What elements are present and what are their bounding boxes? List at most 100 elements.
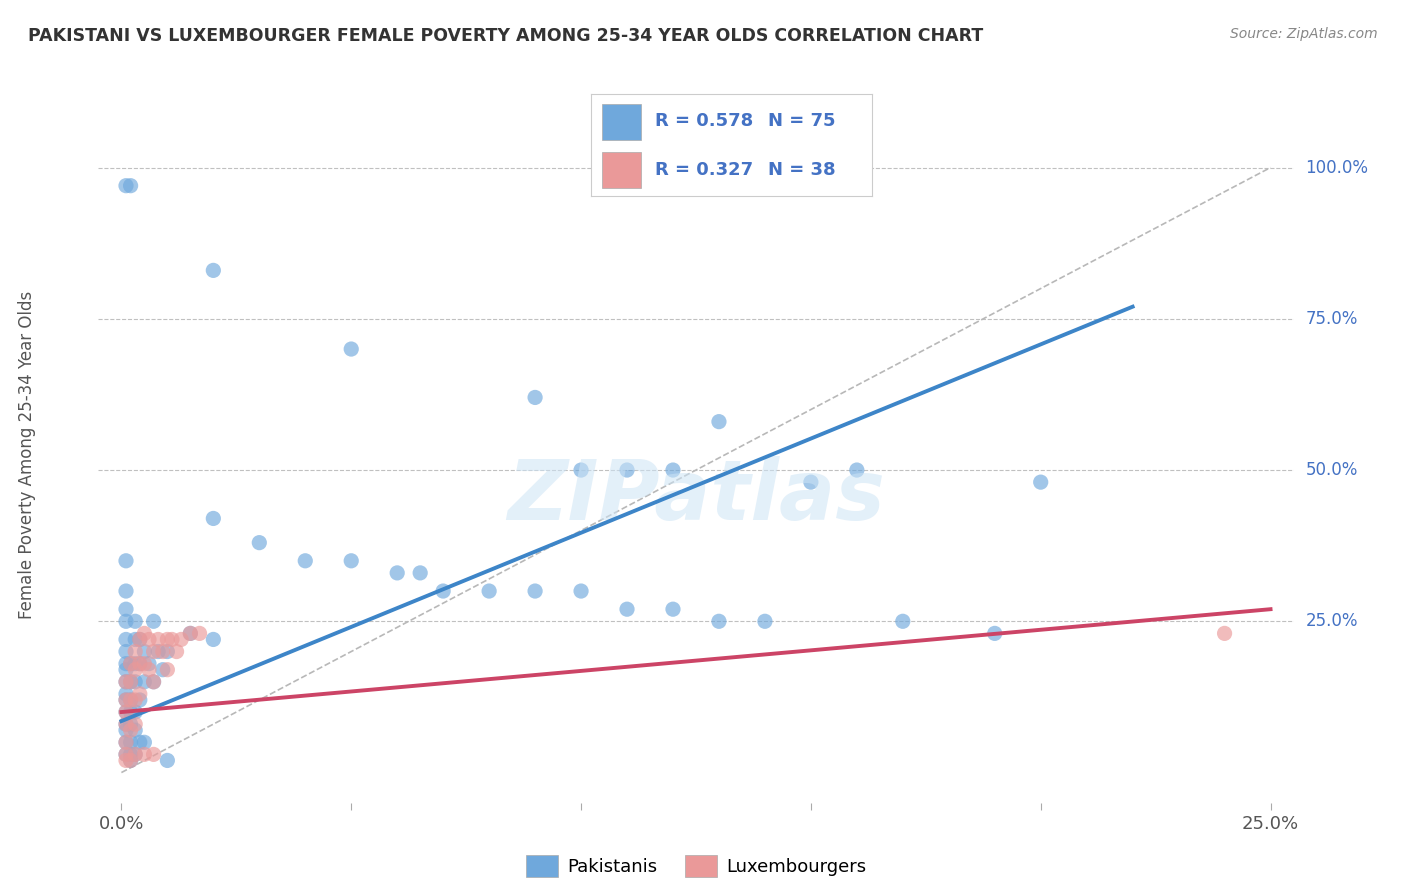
Point [138, 663, 160, 677]
FancyBboxPatch shape [602, 104, 641, 140]
Text: PAKISTANI VS LUXEMBOURGER FEMALE POVERTY AMONG 25-34 YEAR OLDS CORRELATION CHART: PAKISTANI VS LUXEMBOURGER FEMALE POVERTY… [28, 27, 983, 45]
Point [385, 566, 408, 580]
Point [616, 463, 638, 477]
Point [124, 657, 146, 671]
Point [707, 615, 730, 629]
Point [156, 754, 179, 768]
Point [152, 644, 174, 658]
Point [569, 584, 592, 599]
Point [179, 626, 201, 640]
Point [124, 663, 146, 677]
Point [142, 674, 165, 689]
Point [524, 584, 547, 599]
Point [124, 747, 146, 762]
Text: 25.0%: 25.0% [1305, 612, 1358, 631]
Point [247, 535, 270, 549]
Point [1029, 475, 1052, 490]
Point [128, 632, 150, 647]
Point [115, 687, 138, 701]
Point [115, 735, 138, 749]
FancyBboxPatch shape [602, 153, 641, 188]
Point [754, 615, 776, 629]
Point [124, 632, 146, 647]
Point [294, 554, 316, 568]
Point [115, 178, 138, 193]
Point [409, 566, 432, 580]
Text: R = 0.327: R = 0.327 [655, 161, 754, 178]
Point [124, 747, 146, 762]
Point [340, 554, 363, 568]
Point [148, 644, 170, 658]
Point [340, 342, 363, 356]
Point [128, 657, 150, 671]
Text: R = 0.578: R = 0.578 [655, 112, 754, 130]
Point [115, 584, 138, 599]
Point [142, 615, 165, 629]
Point [120, 674, 142, 689]
Point [124, 723, 146, 738]
Point [115, 663, 138, 677]
Point [138, 632, 160, 647]
Point [202, 632, 225, 647]
Point [124, 615, 146, 629]
Point [115, 747, 138, 762]
Text: 50.0%: 50.0% [1305, 461, 1358, 479]
Legend: Pakistanis, Luxembourgers: Pakistanis, Luxembourgers [519, 847, 873, 884]
Point [115, 615, 138, 629]
Point [179, 626, 201, 640]
Point [115, 717, 138, 731]
Point [115, 735, 138, 749]
Point [120, 178, 142, 193]
Point [115, 754, 138, 768]
Point [115, 747, 138, 762]
Point [800, 475, 823, 490]
Point [152, 663, 174, 677]
Point [128, 735, 150, 749]
Point [124, 705, 146, 719]
Point [115, 693, 138, 707]
Point [616, 602, 638, 616]
Point [707, 415, 730, 429]
Point [983, 626, 1005, 640]
Point [115, 674, 138, 689]
Point [569, 463, 592, 477]
Point [170, 632, 193, 647]
Point [134, 644, 156, 658]
Point [128, 632, 150, 647]
Point [156, 644, 179, 658]
Point [524, 391, 547, 405]
Point [120, 705, 142, 719]
Point [138, 657, 160, 671]
Point [115, 705, 138, 719]
Point [115, 674, 138, 689]
Point [115, 723, 138, 738]
Point [128, 693, 150, 707]
Point [142, 747, 165, 762]
Point [166, 644, 188, 658]
Point [142, 674, 165, 689]
Point [1213, 626, 1236, 640]
Point [134, 747, 156, 762]
Text: Female Poverty Among 25-34 Year Olds: Female Poverty Among 25-34 Year Olds [18, 291, 35, 619]
Point [134, 674, 156, 689]
Point [115, 632, 138, 647]
Point [134, 626, 156, 640]
Point [148, 632, 170, 647]
Point [142, 644, 165, 658]
Point [156, 663, 179, 677]
Point [120, 657, 142, 671]
Point [115, 554, 138, 568]
Point [188, 626, 211, 640]
Point [124, 693, 146, 707]
Point [128, 657, 150, 671]
Point [120, 747, 142, 762]
Point [115, 644, 138, 658]
Point [115, 602, 138, 616]
Point [662, 602, 685, 616]
Point [124, 674, 146, 689]
Text: N = 38: N = 38 [768, 161, 835, 178]
Text: 75.0%: 75.0% [1305, 310, 1358, 327]
Point [115, 693, 138, 707]
Point [432, 584, 454, 599]
Point [202, 511, 225, 525]
